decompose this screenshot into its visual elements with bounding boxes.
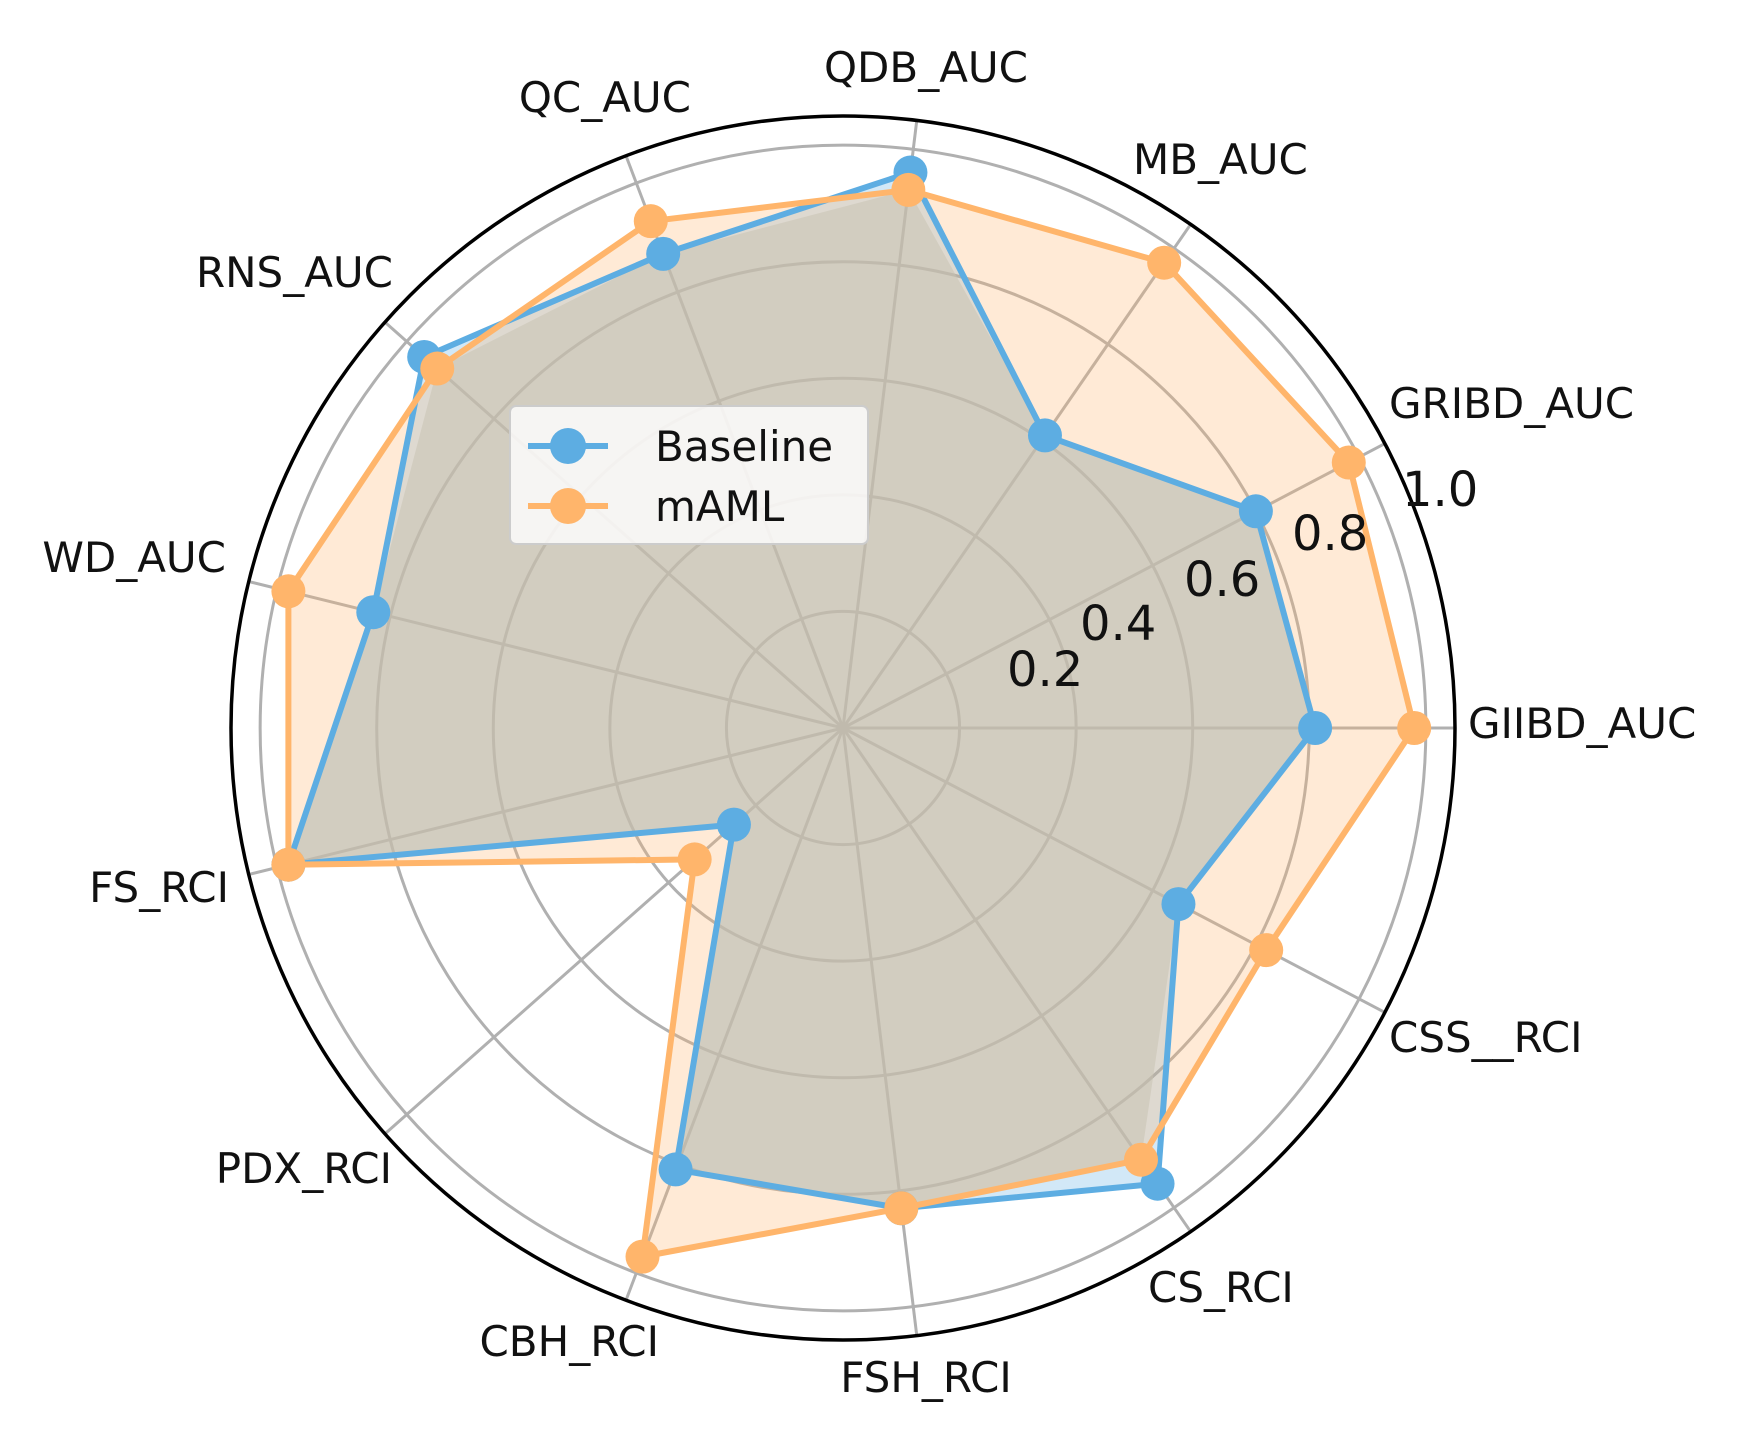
category-label-9: CBH_RCI: [479, 1317, 659, 1366]
point-maml-2: [1147, 245, 1182, 280]
point-maml-1: [1331, 445, 1366, 480]
category-label-4: QC_AUC: [519, 73, 691, 122]
outer-frame: [229, 114, 1457, 1342]
legend-marker-maml: [550, 488, 586, 524]
category-label-2: MB_AUC: [1133, 135, 1308, 184]
point-maml-4: [633, 204, 668, 239]
category-label-3: QDB_AUC: [824, 43, 1028, 92]
series-line-maml: [285, 186, 1418, 1260]
point-baseline-6: [356, 595, 391, 630]
point-maml-9: [625, 1239, 660, 1274]
point-maml-0: [1397, 711, 1432, 745]
category-label-1: GRIBD_AUC: [1389, 379, 1634, 428]
radial-tick-2: 0.6: [1184, 552, 1260, 608]
category-label-7: FS_RCI: [89, 863, 229, 912]
radial-tick-labels: 0.2 0.4 0.6 0.8 1.0: [1007, 462, 1478, 698]
series-layer: [271, 155, 1432, 1274]
legend-marker-baseline: [550, 428, 586, 464]
category-label-6: WD_AUC: [42, 533, 226, 582]
point-maml-11: [1123, 1142, 1158, 1177]
radial-tick-4: 1.0: [1402, 462, 1478, 518]
legend-label-baseline: Baseline: [655, 422, 833, 471]
category-label-8: PDX_RCI: [216, 1144, 392, 1193]
point-maml-6: [271, 574, 306, 609]
point-baseline-9: [658, 1152, 693, 1187]
point-baseline-1: [1238, 494, 1273, 529]
point-maml-12: [1249, 933, 1284, 968]
category-labels: GIIBD_AUC GRIBD_AUC MB_AUC QDB_AUC QC_AU…: [42, 43, 1696, 1402]
series-line-baseline: [285, 169, 1319, 1212]
point-baseline-8: [716, 807, 751, 842]
legend-box: [509, 405, 869, 545]
point-baseline-11: [1140, 1166, 1175, 1201]
radial-tick-0: 0.2: [1007, 642, 1083, 698]
point-maml-5: [420, 351, 455, 386]
point-baseline-4: [646, 236, 681, 271]
category-label-10: FSH_RCI: [840, 1353, 1011, 1402]
legend: Baseline mAML: [509, 405, 869, 545]
radial-tick-1: 0.4: [1080, 596, 1156, 652]
point-baseline-0: [1298, 711, 1333, 745]
legend-label-maml: mAML: [655, 482, 785, 531]
point-maml-7: [271, 847, 306, 882]
radial-tick-3: 0.8: [1292, 506, 1368, 562]
category-label-0: GIIBD_AUC: [1468, 699, 1696, 748]
point-maml-3: [891, 172, 926, 207]
category-label-12: CSS__RCI: [1389, 1013, 1582, 1062]
point-baseline-2: [1027, 418, 1062, 453]
category-label-5: RNS_AUC: [196, 248, 393, 297]
category-label-11: CS_RCI: [1148, 1263, 1294, 1312]
point-maml-8: [677, 842, 712, 877]
point-baseline-12: [1161, 887, 1196, 922]
point-maml-10: [884, 1191, 919, 1226]
